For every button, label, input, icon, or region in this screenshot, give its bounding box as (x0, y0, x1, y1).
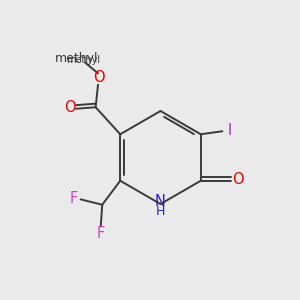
Text: N: N (155, 194, 166, 208)
Text: F: F (70, 191, 78, 206)
Text: F: F (97, 226, 105, 242)
Text: I: I (228, 123, 232, 138)
Text: methyl: methyl (66, 55, 100, 65)
Text: O: O (93, 70, 105, 85)
Text: O: O (232, 172, 244, 187)
Text: H: H (156, 205, 165, 218)
Text: O: O (64, 100, 75, 115)
Text: methyl: methyl (55, 52, 98, 65)
